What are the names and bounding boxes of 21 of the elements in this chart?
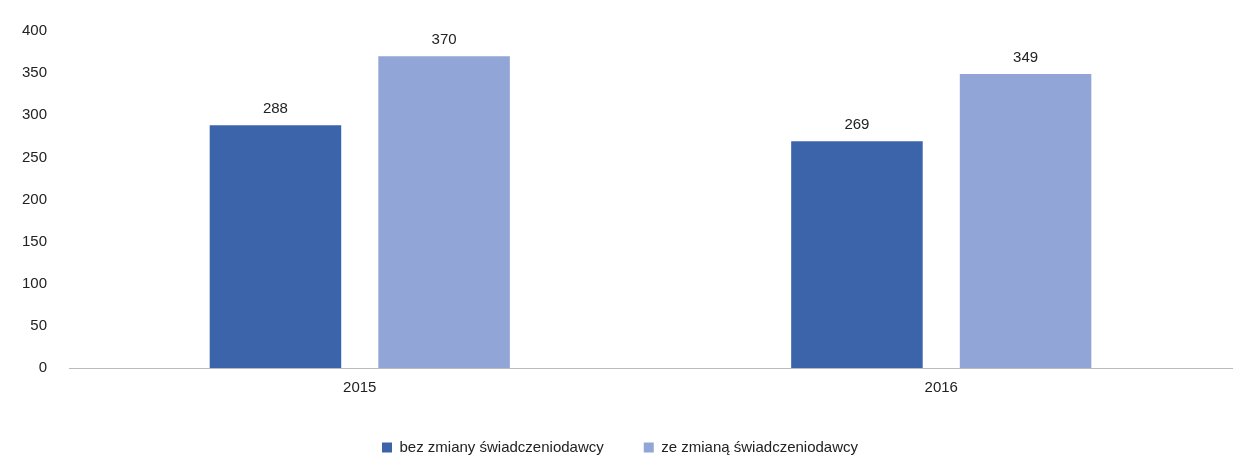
y-tick-label: 150 — [22, 231, 48, 249]
y-tick-label: 250 — [22, 147, 48, 165]
y-tick-label: 100 — [22, 273, 48, 291]
legend-label: bez zmiany świadczeniodawcy — [399, 437, 605, 455]
y-tick-label: 300 — [22, 105, 48, 123]
data-label: 370 — [431, 29, 457, 47]
bar — [209, 125, 342, 368]
y-tick-label: 400 — [22, 21, 48, 39]
bar — [959, 73, 1092, 368]
bar — [791, 141, 923, 368]
data-label: 288 — [262, 99, 288, 116]
y-tick-label: 50 — [30, 316, 48, 334]
data-label: 349 — [1013, 47, 1039, 65]
y-tick-label: 350 — [22, 63, 48, 81]
y-tick-label: 0 — [38, 358, 48, 376]
data-label: 269 — [844, 115, 870, 133]
bar — [378, 56, 510, 368]
legend-label: ze zmianą świadczeniodawcy — [661, 437, 859, 455]
x-tick-label: 2016 — [924, 378, 958, 396]
y-tick-label: 200 — [22, 189, 48, 207]
x-tick-label: 2015 — [343, 378, 377, 396]
